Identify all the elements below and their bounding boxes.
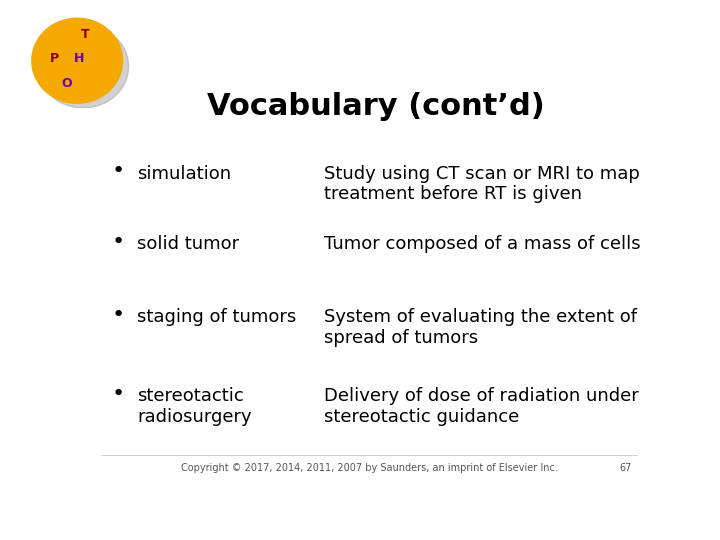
Text: Study using CT scan or MRI to map
treatment before RT is given: Study using CT scan or MRI to map treatm… xyxy=(324,165,640,204)
Text: staging of tumors: staging of tumors xyxy=(138,308,297,326)
Text: T: T xyxy=(81,28,89,41)
Text: Vocabulary (cont’d): Vocabulary (cont’d) xyxy=(207,92,545,121)
Text: H: H xyxy=(74,52,84,65)
Text: •: • xyxy=(111,384,125,404)
Text: •: • xyxy=(111,305,125,325)
Ellipse shape xyxy=(32,18,122,103)
Text: Copyright © 2017, 2014, 2011, 2007 by Saunders, an imprint of Elsevier Inc.: Copyright © 2017, 2014, 2011, 2007 by Sa… xyxy=(181,463,557,473)
Text: System of evaluating the extent of
spread of tumors: System of evaluating the extent of sprea… xyxy=(324,308,637,347)
Text: stereotactic
radiosurgery: stereotactic radiosurgery xyxy=(138,387,252,426)
Text: solid tumor: solid tumor xyxy=(138,235,240,253)
Text: Delivery of dose of radiation under
stereotactic guidance: Delivery of dose of radiation under ster… xyxy=(324,387,639,426)
Text: simulation: simulation xyxy=(138,165,232,183)
Ellipse shape xyxy=(38,25,129,108)
Text: •: • xyxy=(111,232,125,252)
Text: P: P xyxy=(50,52,58,65)
Text: Tumor composed of a mass of cells: Tumor composed of a mass of cells xyxy=(324,235,641,253)
Text: •: • xyxy=(111,161,125,181)
Text: O: O xyxy=(62,77,73,90)
Text: 67: 67 xyxy=(619,463,631,473)
